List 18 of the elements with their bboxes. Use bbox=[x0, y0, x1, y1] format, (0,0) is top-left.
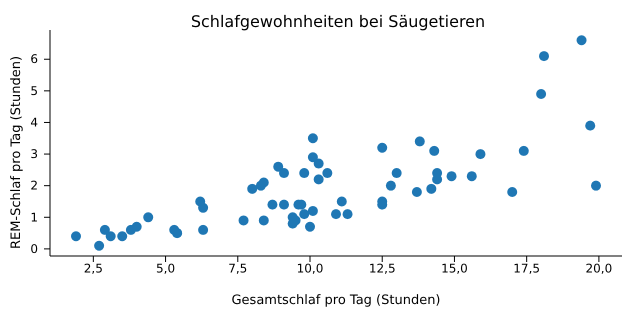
y-tick-label: 4 bbox=[30, 115, 38, 130]
y-axis-title: REM-Schlaf pro Tag (Stunden) bbox=[10, 55, 25, 249]
x-tick-label: 2,5 bbox=[84, 262, 103, 276]
x-tick-label: 10,0 bbox=[296, 262, 324, 276]
x-tick-label: 15,0 bbox=[441, 262, 468, 276]
x-tick-label: 20,0 bbox=[586, 262, 612, 276]
y-tick-label: 3 bbox=[30, 147, 38, 162]
y-tick-label: 1 bbox=[30, 210, 38, 224]
y-tick-label: 0 bbox=[30, 242, 38, 256]
y-tick-label: 5 bbox=[30, 84, 38, 98]
x-tick-label: 5,0 bbox=[156, 262, 176, 276]
x-tick-label: 12,5 bbox=[368, 262, 396, 276]
x-tick-label: 7,5 bbox=[228, 262, 248, 276]
x-axis-title: Gesamtschlaf pro Tag (Stunden) bbox=[231, 293, 441, 308]
chart-title: Schlafgewohnheiten bei Säugetieren bbox=[190, 12, 486, 31]
y-tick-label: 6 bbox=[30, 52, 38, 66]
x-tick-label: 17,5 bbox=[513, 262, 540, 276]
y-tick-label: 2 bbox=[30, 178, 38, 193]
